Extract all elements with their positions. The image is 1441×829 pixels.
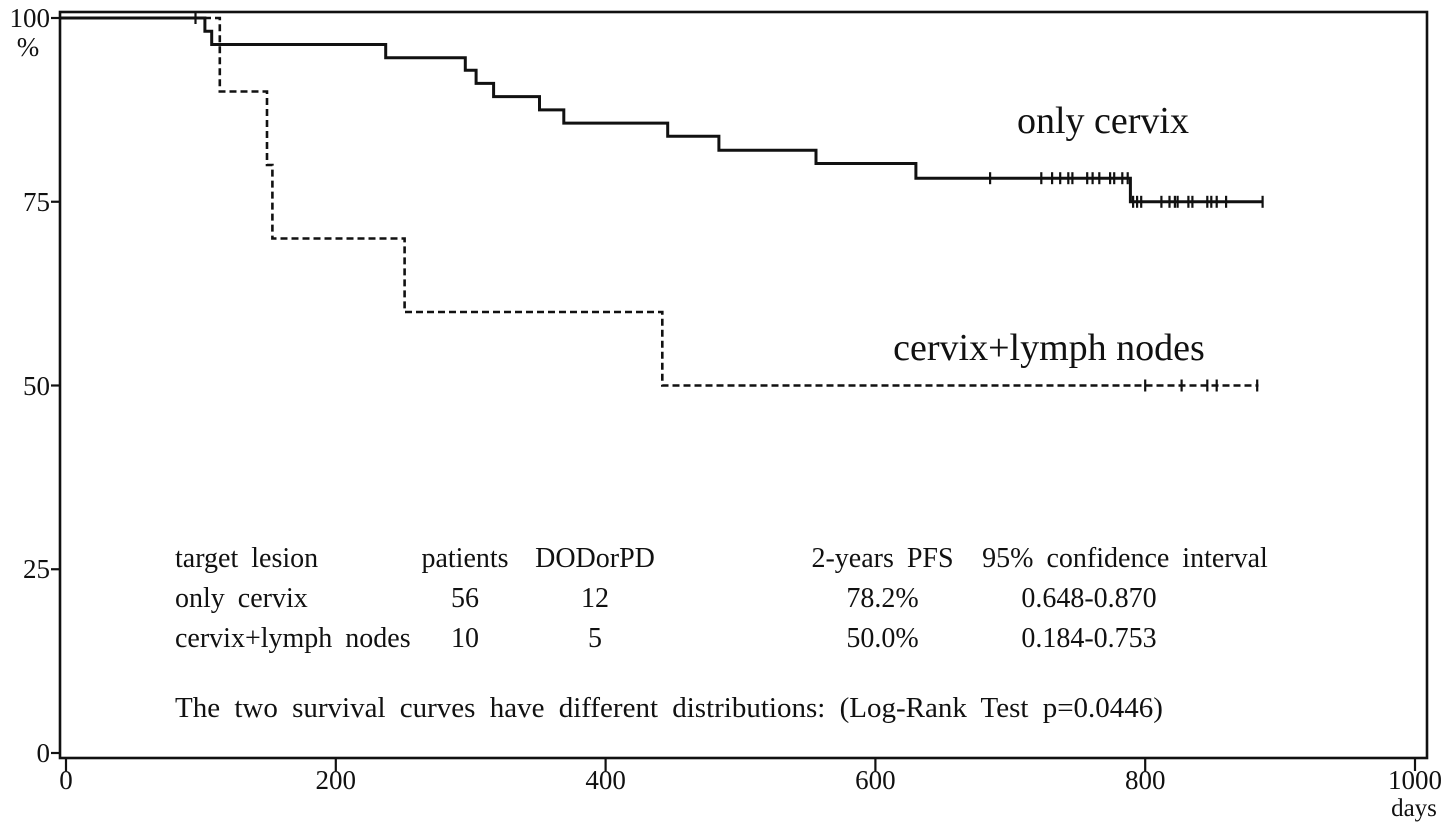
x-tick-label-600: 600 bbox=[855, 765, 896, 795]
table-cell-row1-pfs: 78.2% bbox=[846, 583, 919, 614]
table-header-confidence-interval: 95% confidence interval bbox=[982, 543, 1268, 574]
table-cell-row1-lesion: only cervix bbox=[175, 583, 308, 614]
y-axis-unit-label: % bbox=[16, 32, 40, 62]
y-tick-label-100: 100 bbox=[9, 3, 51, 33]
curve-label-only-cervix: only cervix bbox=[1016, 100, 1189, 142]
survival-curve-only-cervix bbox=[61, 16, 1263, 204]
table-header-patients: patients bbox=[421, 543, 509, 574]
table-cell-row1-ci: 0.648-0.870 bbox=[1021, 583, 1157, 614]
y-tick-label-50: 50 bbox=[23, 370, 50, 401]
x-tick-label-400: 400 bbox=[585, 765, 626, 795]
table-cell-row2-pfs: 50.0% bbox=[846, 623, 919, 654]
x-tick-label-1000: 1000 bbox=[1388, 765, 1441, 795]
table-cell-row2-lesion: cervix+lymph nodes bbox=[175, 623, 411, 654]
table-cell-row1-patients: 56 bbox=[451, 583, 479, 614]
table-header-target-lesion: target lesion bbox=[175, 543, 319, 574]
x-tick-label-0: 0 bbox=[59, 765, 73, 795]
x-tick-label-200: 200 bbox=[315, 765, 357, 795]
x-axis-unit-label: days bbox=[1391, 795, 1437, 822]
table-cell-row2-patients: 10 bbox=[451, 623, 479, 654]
table-header-2years-pfs: 2-years PFS bbox=[811, 543, 954, 574]
table-cell-row2-ci: 0.184-0.753 bbox=[1021, 623, 1157, 654]
table-header-dodorpd: DODorPD bbox=[535, 543, 655, 574]
log-rank-note: The two survival curves have different d… bbox=[175, 692, 1163, 724]
curve-label-cervix-lymph-nodes: cervix+lymph nodes bbox=[893, 327, 1205, 369]
survival-curve-cervix-lymph-nodes bbox=[61, 16, 1259, 387]
table-cell-row2-dodorpd: 5 bbox=[588, 623, 602, 654]
x-tick-label-800: 800 bbox=[1124, 765, 1166, 795]
y-tick-label-0: 0 bbox=[36, 738, 51, 768]
table-cell-row1-dodorpd: 12 bbox=[581, 583, 609, 614]
y-tick-label-25: 25 bbox=[23, 554, 50, 585]
y-tick-label-75: 75 bbox=[23, 186, 50, 217]
